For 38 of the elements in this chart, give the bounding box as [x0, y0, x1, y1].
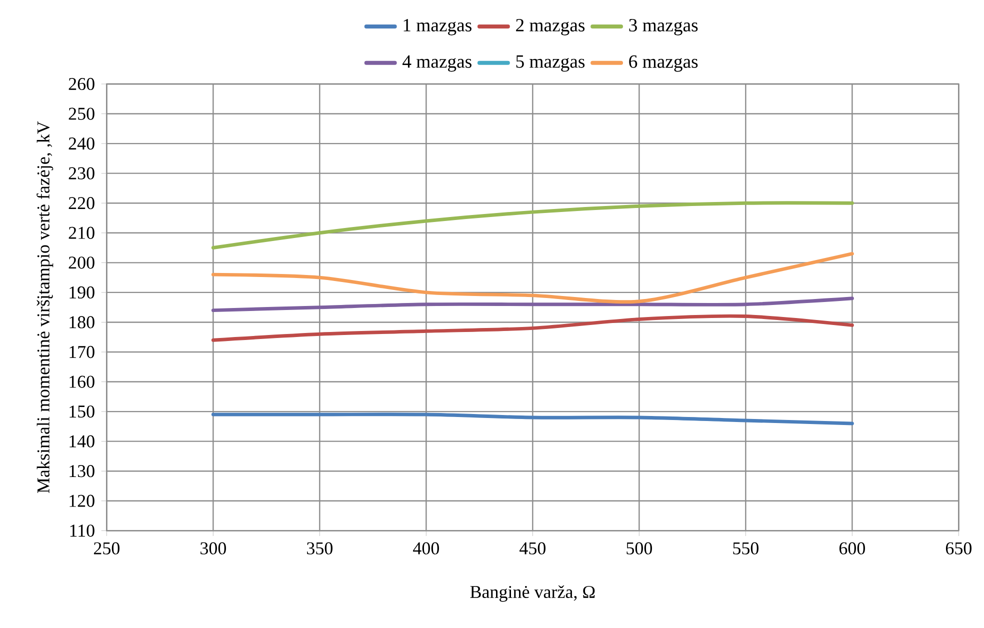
- y-tick-label: 170: [70, 346, 94, 358]
- legend-label: 6 mazgas: [629, 55, 698, 72]
- x-tick-label: 650: [946, 542, 972, 554]
- legend-label: 4 mazgas: [402, 55, 472, 72]
- y-tick-label: 150: [70, 405, 94, 418]
- y-tick-label: 120: [70, 494, 94, 507]
- x-tick-label: 250: [94, 542, 120, 554]
- x-tick-label: 350: [307, 542, 332, 554]
- y-tick-label: 210: [68, 226, 94, 239]
- y-tick-label: 250: [68, 108, 94, 120]
- line-series: [211, 296, 854, 312]
- x-tick-label: 300: [200, 542, 226, 554]
- legend-label: 3 mazgas: [629, 18, 698, 36]
- line-series: [211, 412, 854, 426]
- y-tick-label: 220: [68, 197, 94, 210]
- legend-label: 1 mazgas: [404, 18, 472, 36]
- legend-label: 5 mazgas: [516, 55, 585, 72]
- x-tick-label: 500: [626, 542, 652, 554]
- y-axis-title: Maksimali momentinė viršįtampio vertė fazėje, ,kV: [36, 121, 54, 494]
- y-tick-label: 200: [68, 256, 94, 269]
- line-series: [211, 252, 854, 304]
- line-series: [211, 201, 854, 250]
- x-tick-label: 450: [520, 542, 546, 554]
- x-tick-label: 550: [733, 542, 758, 554]
- x-tick-label: 400: [413, 542, 439, 554]
- x-tick-label: 600: [839, 542, 865, 554]
- legend-label: 2 mazgas: [516, 18, 585, 36]
- y-tick-label: 260: [68, 78, 94, 90]
- y-tick-label: 190: [70, 286, 94, 299]
- y-tick-label: 180: [70, 316, 94, 328]
- line-series: [211, 314, 854, 342]
- y-tick-label: 140: [70, 435, 94, 448]
- y-tick-label: 230: [68, 167, 94, 180]
- x-axis-title: Banginė varža, Ω: [470, 585, 595, 602]
- y-tick-label: 160: [70, 376, 94, 388]
- y-tick-label: 240: [68, 137, 94, 150]
- y-tick-label: 110: [70, 524, 94, 537]
- y-tick-label: 130: [70, 465, 94, 478]
